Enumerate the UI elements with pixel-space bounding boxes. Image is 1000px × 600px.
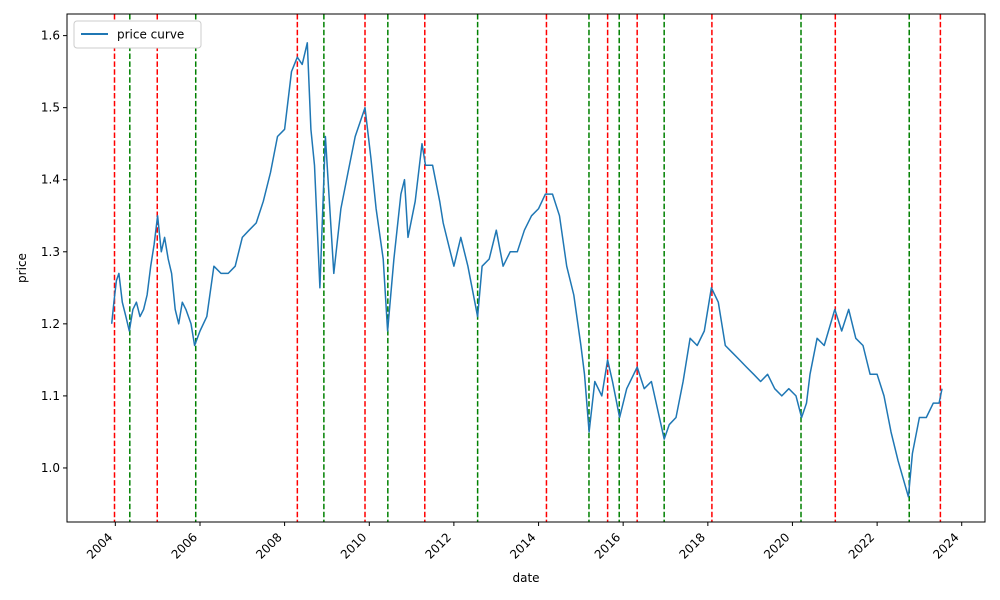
x-tick-label-1: 2006 <box>169 530 200 561</box>
x-tick-label-10: 2024 <box>930 530 961 561</box>
y-tick-label-3: 1.3 <box>41 245 60 259</box>
x-tick-label-2: 2008 <box>253 530 284 561</box>
x-tick-label-5: 2014 <box>507 530 538 561</box>
x-tick-label-4: 2012 <box>422 530 453 561</box>
series-line-0 <box>110 42 943 498</box>
x-tick-label-3: 2010 <box>338 530 369 561</box>
y-tick-label-4: 1.4 <box>41 173 60 187</box>
x-tick-label-8: 2020 <box>761 530 792 561</box>
y-tick-label-2: 1.2 <box>41 317 60 331</box>
series-layer <box>110 42 943 498</box>
y-tick-label-1: 1.1 <box>41 389 60 403</box>
legend-box <box>73 20 202 49</box>
x-tick-label-6: 2016 <box>592 530 623 561</box>
x-axis: 2004 2006 2008 2010 2012 2014 2016 2018 2020 2022… <box>84 522 963 562</box>
plot-frame <box>66 13 986 523</box>
legend-label: price curve <box>117 28 184 42</box>
x-tick-label-7: 2018 <box>676 530 707 561</box>
x-tick-label-9: 2022 <box>846 530 877 561</box>
y-tick-label-0: 1.0 <box>41 461 60 475</box>
x-axis-label: date <box>512 571 539 585</box>
y-axis: 1.0 1.1 1.2 1.3 1.4 1.5 1.6 <box>41 29 67 475</box>
y-tick-label-5: 1.5 <box>41 101 60 115</box>
y-tick-label-6: 1.6 <box>41 29 60 43</box>
y-axis-label: price <box>15 253 29 283</box>
event-lines <box>113 14 942 522</box>
x-tick-label-0: 2004 <box>84 530 115 561</box>
legend: price curve <box>73 20 202 49</box>
